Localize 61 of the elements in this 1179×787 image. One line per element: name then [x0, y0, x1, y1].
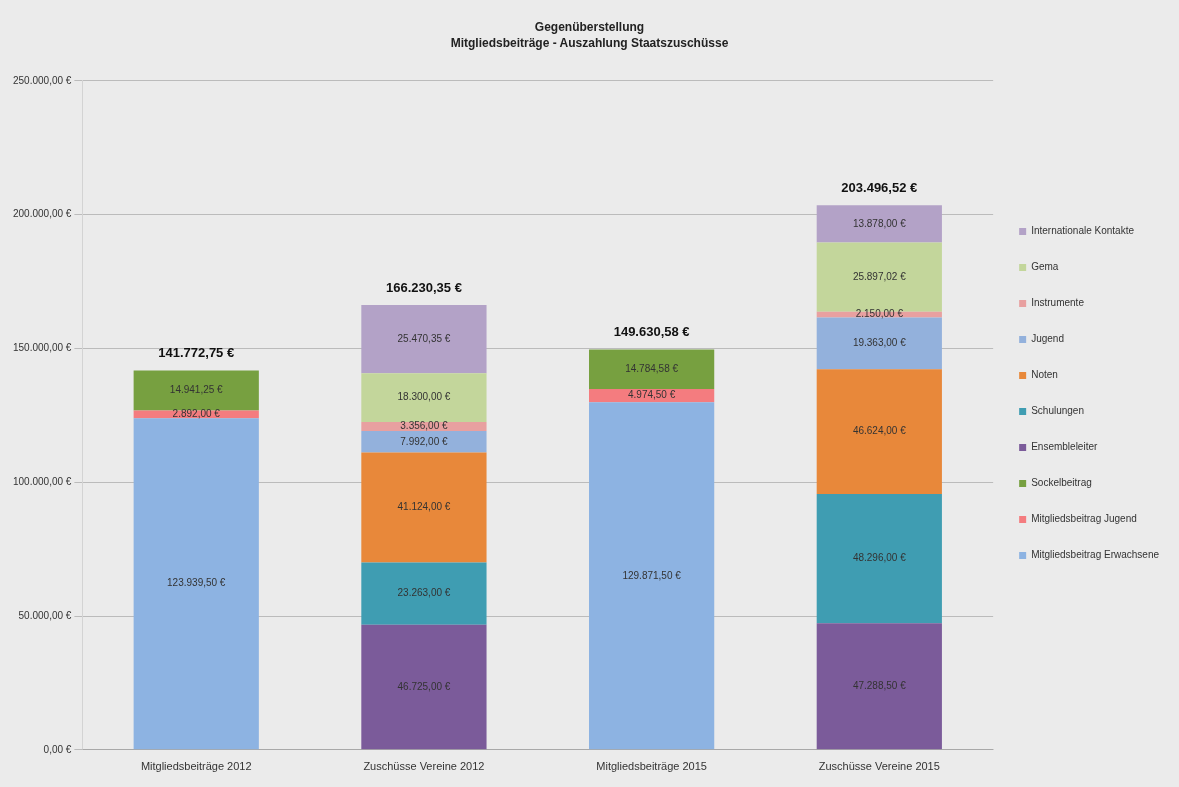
data-label: 25.470,35 € — [397, 332, 451, 344]
legend-label: Ensembleleiter — [1031, 441, 1098, 453]
data-label: 123.939,50 € — [167, 577, 226, 589]
data-label: 13.878,00 € — [852, 217, 907, 229]
bar — [361, 562, 487, 625]
total-label: 141.772,75 € — [158, 345, 235, 361]
data-label: 129.871,50 € — [622, 569, 682, 581]
legend-label: Jugend — [1031, 333, 1064, 345]
data-label: 2.150,00 € — [855, 308, 904, 320]
data-label: 25.897,02 € — [852, 270, 907, 282]
legend-label: Mitgliedsbeitrag Erwachsene — [1031, 549, 1160, 561]
data-label: 46.624,00 € — [852, 425, 907, 437]
bar — [133, 370, 259, 411]
bar — [361, 624, 487, 750]
legend-label: Mitgliedsbeitrag Jugend — [1031, 513, 1137, 525]
data-label: 14.941,25 € — [169, 384, 224, 396]
bar — [816, 623, 942, 750]
total-label: 149.630,58 € — [613, 324, 690, 340]
total-label: 166.230,35 € — [385, 280, 462, 296]
data-label: 18.300,00 € — [397, 391, 451, 403]
legend-label: Schulungen — [1031, 405, 1084, 417]
legend-label: Internationale Kontakte — [1031, 225, 1135, 237]
x-tick-label: Mitgliedsbeiträge 2015 — [596, 760, 707, 773]
bar — [361, 373, 487, 423]
x-tick-label: Zuschüsse Vereine 2015 — [818, 760, 940, 773]
data-label: 47.288,50 € — [852, 680, 907, 692]
bar — [361, 304, 487, 374]
x-tick-label: Mitgliedsbeiträge 2012 — [140, 760, 252, 773]
bar — [589, 402, 715, 750]
data-label: 48.296,00 € — [852, 552, 907, 564]
data-label: 19.363,00 € — [852, 337, 907, 349]
bar — [816, 369, 942, 495]
data-label: 7.992,00 € — [400, 435, 448, 447]
chart-title: Gegenüberstellung — [534, 19, 645, 34]
legend-label: Sockelbeitrag — [1031, 477, 1092, 489]
y-tick-label: 0,00 € — [43, 743, 72, 755]
legend-label: Gema — [1031, 261, 1059, 273]
data-label: 2.892,00 € — [172, 408, 221, 420]
total-label: 203.496,52 € — [841, 180, 918, 196]
bar — [816, 494, 942, 624]
data-label: 46.725,00 € — [397, 680, 451, 692]
x-tick-label: Zuschüsse Vereine 2012 — [363, 760, 485, 773]
bar — [361, 452, 487, 563]
chart-subtitle: Mitgliedsbeiträge - Auszahlung Staatszuschüsse — [450, 35, 729, 50]
bar — [133, 418, 259, 750]
y-tick-label: 50.000,00 € — [18, 609, 72, 621]
data-label: 3.356,00 € — [400, 420, 448, 432]
data-label: 23.263,00 € — [397, 587, 451, 599]
data-label: 4.974,50 € — [627, 389, 676, 401]
bar — [361, 431, 487, 453]
legend-label: Noten — [1031, 369, 1058, 381]
y-tick-label: 200.000,00 € — [13, 208, 72, 220]
data-label: 14.784,58 € — [625, 362, 679, 374]
bar — [589, 349, 715, 389]
y-tick-label: 150.000,00 € — [13, 342, 72, 354]
data-label: 41.124,00 € — [397, 501, 451, 513]
legend-label: Instrumente — [1031, 297, 1085, 309]
y-tick-label: 250.000,00 € — [13, 74, 72, 86]
y-tick-label: 100.000,00 € — [13, 475, 72, 487]
bar — [816, 205, 942, 243]
bar — [816, 317, 942, 370]
